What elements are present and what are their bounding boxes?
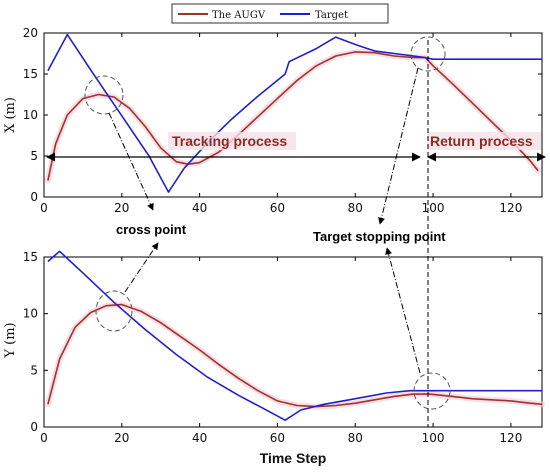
top-x-tick-label: 100 — [422, 201, 445, 215]
bottom-x-tick-label: 40 — [192, 431, 207, 445]
return-process-highlight — [427, 132, 541, 150]
bottom-y-tick-label: 0 — [30, 420, 38, 434]
bottom-x-tick-label: 120 — [499, 431, 522, 445]
bottom-x-tick-label: 80 — [348, 431, 363, 445]
bottom-y-tick-label: 5 — [30, 363, 38, 377]
bottom-x-tick-label: 100 — [422, 431, 445, 445]
tracking-process-highlight — [168, 132, 296, 150]
top-panel: 0 20 40 60 80 100 120 0 5 10 15 20 X (m) Tracking p… — [3, 26, 546, 215]
stop-point-leader-bottom — [385, 247, 421, 374]
top-x-tick-label: 0 — [40, 201, 48, 215]
return-process-label: Return process — [430, 133, 533, 149]
bottom-x-tick-label: 20 — [114, 431, 129, 445]
top-y-tick-label: 15 — [23, 67, 38, 81]
bottom-stop-point-marker — [413, 372, 451, 410]
tracking-process-label: Tracking process — [172, 133, 287, 149]
legend: The AUGV Target — [171, 3, 389, 24]
bottom-series-augv-line — [47, 303, 543, 408]
bottom-x-axis-label: Time Step — [260, 450, 327, 466]
top-x-tick-label: 80 — [348, 201, 363, 215]
bottom-x-tick-label: 60 — [270, 431, 285, 445]
stop-point-leader-top — [378, 67, 419, 225]
bottom-series-target-line — [47, 250, 542, 422]
bottom-y-tick-label: 10 — [23, 307, 38, 321]
bottom-cross-point-marker — [95, 290, 133, 332]
top-x-tick-label: 60 — [270, 201, 285, 215]
top-x-tick-label: 20 — [114, 201, 129, 215]
top-x-tick-label: 40 — [192, 201, 207, 215]
bottom-x-tick-label: 0 — [40, 431, 48, 445]
cross-point-leader-top — [108, 112, 154, 211]
cross-point-leader-bottom — [124, 242, 159, 293]
legend-label-augv: The AUGV — [212, 10, 266, 21]
top-plot-frame — [43, 32, 543, 198]
top-y-tick-label: 0 — [30, 190, 38, 204]
top-y-tick-label: 10 — [23, 108, 38, 122]
top-y-tick-label: 5 — [30, 149, 38, 163]
bottom-y-axis-label: Y (m) — [3, 322, 18, 358]
bottom-axis-ticks: 0 20 40 60 80 100 120 0 5 10 15 — [23, 250, 542, 445]
top-y-tick-label: 20 — [23, 26, 38, 40]
target-stopping-point-label: Target stopping point — [313, 229, 446, 244]
top-cross-point-marker — [84, 75, 124, 115]
top-x-tick-label: 120 — [499, 201, 522, 215]
top-series-augv-line — [47, 51, 539, 181]
top-stop-point-marker — [410, 36, 446, 72]
top-y-axis-label: X (m) — [3, 97, 18, 133]
cross-point-label: cross point — [116, 222, 187, 237]
top-axis-ticks: 0 20 40 60 80 100 120 0 5 10 15 20 — [23, 26, 542, 215]
bottom-y-tick-label: 15 — [23, 250, 38, 264]
legend-label-target: Target — [315, 10, 348, 21]
bottom-panel: 0 20 40 60 80 100 120 0 5 10 15 Y (m) Time Step — [3, 250, 545, 466]
bottom-series-group — [44, 250, 545, 422]
